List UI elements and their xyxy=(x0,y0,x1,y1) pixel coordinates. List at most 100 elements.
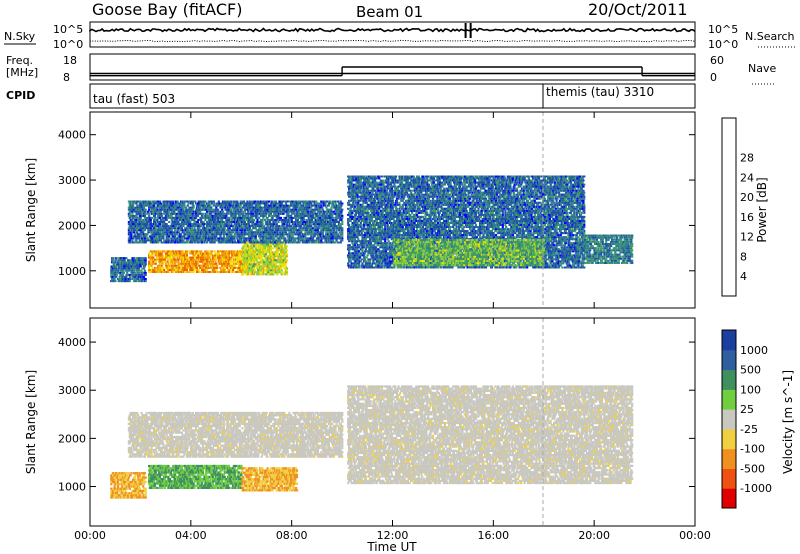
power-cell xyxy=(193,207,195,209)
power-cell xyxy=(314,217,316,219)
power-cell xyxy=(239,215,241,217)
power-cell xyxy=(188,203,190,205)
power-cell xyxy=(191,227,193,229)
power-cell xyxy=(330,207,332,209)
power-cell xyxy=(267,217,269,219)
power-cell xyxy=(208,253,210,255)
power-cell xyxy=(286,269,288,271)
power-cell xyxy=(155,227,157,229)
power-cell xyxy=(306,229,308,231)
power-cell xyxy=(280,267,282,269)
power-cell xyxy=(183,235,185,237)
power-cell xyxy=(129,240,131,242)
power-cell xyxy=(140,266,142,268)
power-cell xyxy=(320,205,322,207)
power-cell xyxy=(319,209,321,211)
power-cell xyxy=(282,242,284,244)
power-cell xyxy=(193,255,195,257)
power-cell xyxy=(277,273,279,275)
power-cell xyxy=(138,272,140,274)
power-cell xyxy=(192,203,194,205)
power-cell xyxy=(259,205,261,207)
power-cell xyxy=(272,247,274,249)
power-cell xyxy=(259,229,261,231)
power-cell xyxy=(224,227,226,229)
power-cell xyxy=(186,253,188,255)
power-cell xyxy=(273,237,275,239)
power-cell xyxy=(202,213,204,215)
power-cell xyxy=(203,259,205,261)
power-cell xyxy=(261,225,263,227)
power-cell xyxy=(275,201,277,203)
power-cell xyxy=(138,237,140,239)
power-cell xyxy=(200,225,202,227)
power-cell xyxy=(273,223,275,225)
power-cell xyxy=(160,211,162,213)
power-cell xyxy=(132,203,134,205)
power-cell xyxy=(285,217,287,219)
power-cell xyxy=(254,251,256,253)
power-cell xyxy=(177,221,179,223)
power-cell xyxy=(189,221,191,223)
power-cell xyxy=(251,217,253,219)
power-cell xyxy=(240,205,242,207)
power-cell xyxy=(323,242,325,244)
power-cell xyxy=(215,207,217,209)
power-cell xyxy=(161,213,163,215)
power-cell xyxy=(204,205,206,207)
power-cell xyxy=(144,229,146,231)
power-cell xyxy=(284,243,286,245)
power-cell xyxy=(147,237,149,239)
power-cell xyxy=(282,271,284,273)
power-cell xyxy=(286,245,288,247)
power-cell xyxy=(198,242,200,244)
power-cell xyxy=(234,233,236,235)
power-cell xyxy=(174,242,176,244)
power-cell xyxy=(286,255,288,257)
power-cell xyxy=(136,231,138,233)
power-cell xyxy=(261,209,263,211)
power-cell xyxy=(235,215,237,217)
power-cell xyxy=(114,261,116,263)
power-cell xyxy=(188,237,190,239)
power-cell xyxy=(242,247,244,249)
power-cell xyxy=(279,209,281,211)
power-cell xyxy=(146,233,148,235)
power-cell xyxy=(183,231,185,233)
power-cell xyxy=(298,240,300,242)
power-cell xyxy=(230,203,232,205)
power-cell xyxy=(211,250,213,252)
power-cell xyxy=(220,225,222,227)
power-cell xyxy=(265,215,267,217)
power-cell xyxy=(258,217,260,219)
power-cell xyxy=(257,201,259,203)
power-cell xyxy=(155,211,157,213)
power-cell xyxy=(244,211,246,213)
power-cell xyxy=(192,213,194,215)
power-cell xyxy=(172,271,174,273)
power-cell xyxy=(206,213,208,215)
power-cell xyxy=(253,267,255,269)
power-cell xyxy=(163,269,165,271)
power-cell xyxy=(112,259,114,261)
freq-label-line2: [MHz] xyxy=(6,66,38,79)
power-cell xyxy=(246,240,248,242)
power-cell xyxy=(237,203,239,205)
power-cell xyxy=(266,240,268,242)
power-cell xyxy=(222,211,224,213)
power-cell xyxy=(148,231,150,233)
power-cell xyxy=(193,271,195,273)
power-cell xyxy=(244,242,246,244)
noise-left-tick-bottom: 10^0 xyxy=(53,38,83,51)
power-cell xyxy=(281,203,283,205)
power-cell xyxy=(254,201,256,203)
power-cell xyxy=(151,217,153,219)
power-cell xyxy=(135,240,137,242)
power-cell xyxy=(115,268,117,270)
power-cell xyxy=(250,240,252,242)
power-cell xyxy=(172,250,174,252)
power-cell xyxy=(129,213,131,215)
power-cell xyxy=(276,219,278,221)
power-cell xyxy=(150,219,152,221)
power-cell xyxy=(144,237,146,239)
